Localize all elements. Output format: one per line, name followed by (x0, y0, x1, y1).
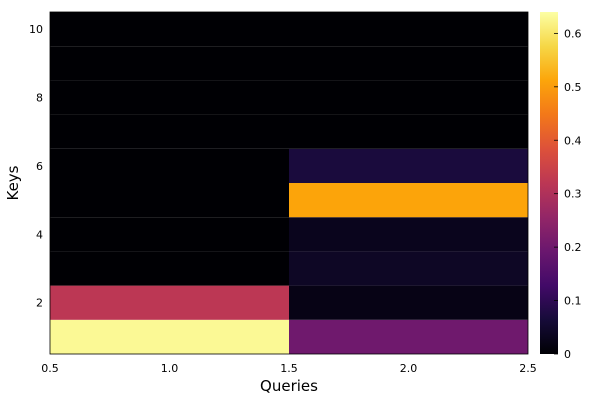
heatmap-cell (50, 285, 289, 320)
heatmap-cell (50, 12, 289, 47)
x-axis-label: Queries (260, 377, 318, 395)
heatmap-cell (50, 148, 289, 183)
y-tick-label: 2 (36, 297, 43, 310)
colorbar-tick-label: 0 (564, 348, 571, 361)
heatmap-cell (289, 285, 528, 320)
colorbar-tick-label: 0.3 (564, 188, 582, 201)
x-tick-label: 1.5 (280, 362, 298, 375)
colorbar-tick-label: 0.2 (564, 241, 582, 254)
heatmap-cell (289, 319, 528, 354)
heatmap-cell (50, 114, 289, 149)
heatmap-cell (50, 251, 289, 286)
heatmap-cell (289, 114, 528, 149)
colorbar-tick-label: 0.5 (564, 81, 582, 94)
colorbar (540, 12, 558, 354)
heatmap-cell (50, 46, 289, 81)
heatmap-cells (50, 12, 528, 354)
heatmap-cell (50, 217, 289, 252)
y-tick-label: 4 (36, 228, 43, 241)
y-axis-label: Keys (4, 165, 22, 200)
heatmap-cell (289, 217, 528, 252)
heatmap-cell (289, 80, 528, 115)
y-tick-label: 8 (36, 92, 43, 105)
x-tick-label: 0.5 (41, 362, 59, 375)
x-tick-label: 2.0 (400, 362, 418, 375)
heatmap-cell (289, 12, 528, 47)
colorbar-tick-label: 0.6 (564, 27, 582, 40)
x-tick-label: 2.5 (519, 362, 537, 375)
heatmap-cell (289, 183, 528, 218)
colorbar-ticks: 0 0.1 0.2 0.3 0.4 0.5 0.6 (554, 27, 582, 361)
heatmap-cell (289, 148, 528, 183)
plot-frame (49, 11, 529, 355)
heatmap-cell (289, 251, 528, 286)
colorbar-tick-label: 0.4 (564, 134, 582, 147)
y-tick-label: 6 (36, 160, 43, 173)
y-axis-ticks: 2 4 6 8 10 (29, 23, 43, 310)
heatmap-cell (50, 183, 289, 218)
heatmap-cell (50, 319, 289, 354)
x-axis-ticks: 0.5 1.0 1.5 2.0 2.5 (41, 362, 537, 375)
heatmap-cell (289, 46, 528, 81)
y-tick-label: 10 (29, 23, 43, 36)
x-tick-label: 1.0 (161, 362, 179, 375)
colorbar-tick-label: 0.1 (564, 295, 582, 308)
heatmap-cell (50, 80, 289, 115)
